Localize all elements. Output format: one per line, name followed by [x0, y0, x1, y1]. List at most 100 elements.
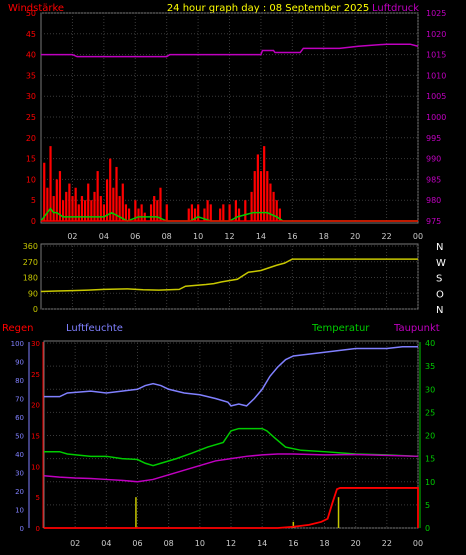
wind-y-ticks: 0 5 10 15 20 25 30 35 40 45 50	[26, 9, 36, 226]
wind-bar	[206, 200, 209, 221]
wind-bar	[121, 183, 124, 221]
x-tick-labels: 02 04 06 08 10 12 14 16 18 20 22 00	[70, 539, 423, 548]
wind-bar	[278, 208, 281, 221]
x-tick-label: 00	[413, 539, 423, 548]
direction-tick-label: 270	[23, 258, 38, 267]
humidity-tick-label: 30	[15, 470, 24, 478]
temperature-tick-label: 15	[425, 455, 435, 464]
humidity-tick-label: 70	[15, 396, 24, 404]
temperature-line	[44, 427, 419, 467]
wind-bar	[203, 208, 206, 221]
wind-bar	[90, 200, 93, 221]
wind-bar	[77, 204, 80, 221]
wind-bar	[193, 208, 197, 221]
humidity-line	[44, 345, 418, 407]
rain-tick-label: 10	[31, 463, 40, 471]
wind-tick-label: 30	[26, 92, 36, 101]
wind-bar	[275, 200, 278, 221]
wind-tick-label: 15	[26, 155, 36, 164]
wind-bar	[187, 208, 190, 221]
wind-bar	[43, 162, 46, 221]
wind-bar	[165, 204, 168, 221]
wind-bar	[156, 200, 159, 221]
x-tick-label: 20	[351, 539, 361, 548]
rain-tick-label: 25	[31, 371, 40, 379]
x-tick-label: 16	[287, 232, 297, 241]
chart-title: 24 hour graph day : 08 September 2025	[167, 3, 369, 14]
x-tick-label: 06	[130, 232, 140, 241]
humidity-tick-label: 60	[15, 414, 24, 422]
x-tick-label: 06	[132, 539, 142, 548]
wind-bar	[105, 179, 109, 221]
pressure-tick-label: 1000	[426, 113, 446, 122]
humidity-tick-label: 0	[20, 525, 24, 533]
wind-bar	[256, 154, 259, 221]
humidity-tick-label: 90	[15, 359, 24, 367]
x-tick-labels: 02 04 06 08 10 12 14 16 18 20 22 00	[67, 232, 423, 241]
wind-tick-label: 45	[26, 30, 36, 39]
wind-average-line	[40, 207, 418, 222]
x-tick-label: 14	[256, 232, 266, 241]
compass-label: O	[436, 289, 444, 300]
temperature-tick-label: 25	[425, 408, 435, 417]
dewpoint-line	[43, 453, 419, 483]
pressure-tick-label: 980	[426, 196, 441, 205]
wind-bar	[71, 196, 74, 221]
rain-tick-label: 30	[31, 340, 40, 348]
wind-bar	[237, 208, 241, 221]
wind-bar	[244, 200, 247, 221]
wind-bar	[159, 187, 162, 221]
wind-tick-label: 35	[26, 71, 36, 80]
x-tick-label: 18	[319, 232, 329, 241]
rain-tick-label: 15	[31, 433, 40, 441]
pressure-tick-label: 1025	[426, 9, 446, 18]
rain-axis-label: Regen	[2, 323, 34, 334]
wind-bar	[228, 204, 231, 221]
temperature-axis-label: Temperatur	[311, 323, 370, 334]
pressure-y-ticks: 975 980 985 990 995 1000 1005 1010 1015 1020 1025	[426, 9, 446, 226]
x-tick-label: 18	[319, 539, 329, 548]
humidity-y-ticks: 0 10 20 30 40 50 60 70 80 90 100	[11, 340, 24, 533]
wind-bar	[250, 191, 253, 221]
wind-bar	[118, 196, 121, 221]
x-tick-label: 10	[193, 232, 203, 241]
x-tick-label: 22	[381, 232, 391, 241]
wind-bar	[109, 158, 112, 221]
wind-bar	[87, 183, 90, 221]
x-tick-label: 10	[195, 539, 205, 548]
humidity-tick-label: 20	[15, 488, 24, 496]
wind-pressure-panel: Windstärke 24 hour graph day : 08 Septem…	[8, 3, 446, 241]
wind-tick-label: 20	[26, 134, 36, 143]
temperature-tick-label: 35	[425, 362, 435, 371]
pressure-axis-label: Luftdruck	[372, 3, 419, 14]
temperature-tick-label: 20	[425, 432, 435, 441]
wind-bar	[96, 171, 99, 221]
rain-tick-label: 0	[36, 525, 40, 533]
wind-bar	[65, 191, 68, 221]
wind-direction-line	[40, 258, 418, 293]
wind-tick-label: 0	[31, 217, 36, 226]
compass-label: S	[436, 274, 442, 285]
wind-bar	[137, 208, 140, 221]
wind-bar	[234, 200, 237, 221]
wind-tick-label: 5	[31, 196, 36, 205]
temperature-tick-label: 30	[425, 385, 435, 394]
temperature-y-ticks: 0 5 10 15 20 25 30 35 40	[425, 339, 435, 533]
temperature-humidity-panel: Regen Luftfeuchte Temperatur Taupunkt 0 1…	[2, 323, 440, 548]
pressure-line	[41, 43, 419, 58]
direction-y-ticks: 0 90 180 270 360	[23, 242, 38, 314]
wind-bar	[49, 146, 52, 221]
wind-bar	[46, 187, 49, 221]
wind-bar	[127, 208, 131, 221]
humidity-tick-label: 80	[15, 377, 24, 385]
wind-bar	[209, 204, 212, 221]
direction-tick-label: 180	[23, 274, 38, 283]
wind-bar	[115, 166, 118, 221]
compass-label: N	[436, 242, 443, 253]
wind-bars	[43, 146, 281, 221]
x-tick-label: 22	[382, 539, 392, 548]
wind-bar	[93, 191, 96, 221]
x-tick-label: 12	[226, 539, 236, 548]
wind-bar	[124, 204, 128, 221]
